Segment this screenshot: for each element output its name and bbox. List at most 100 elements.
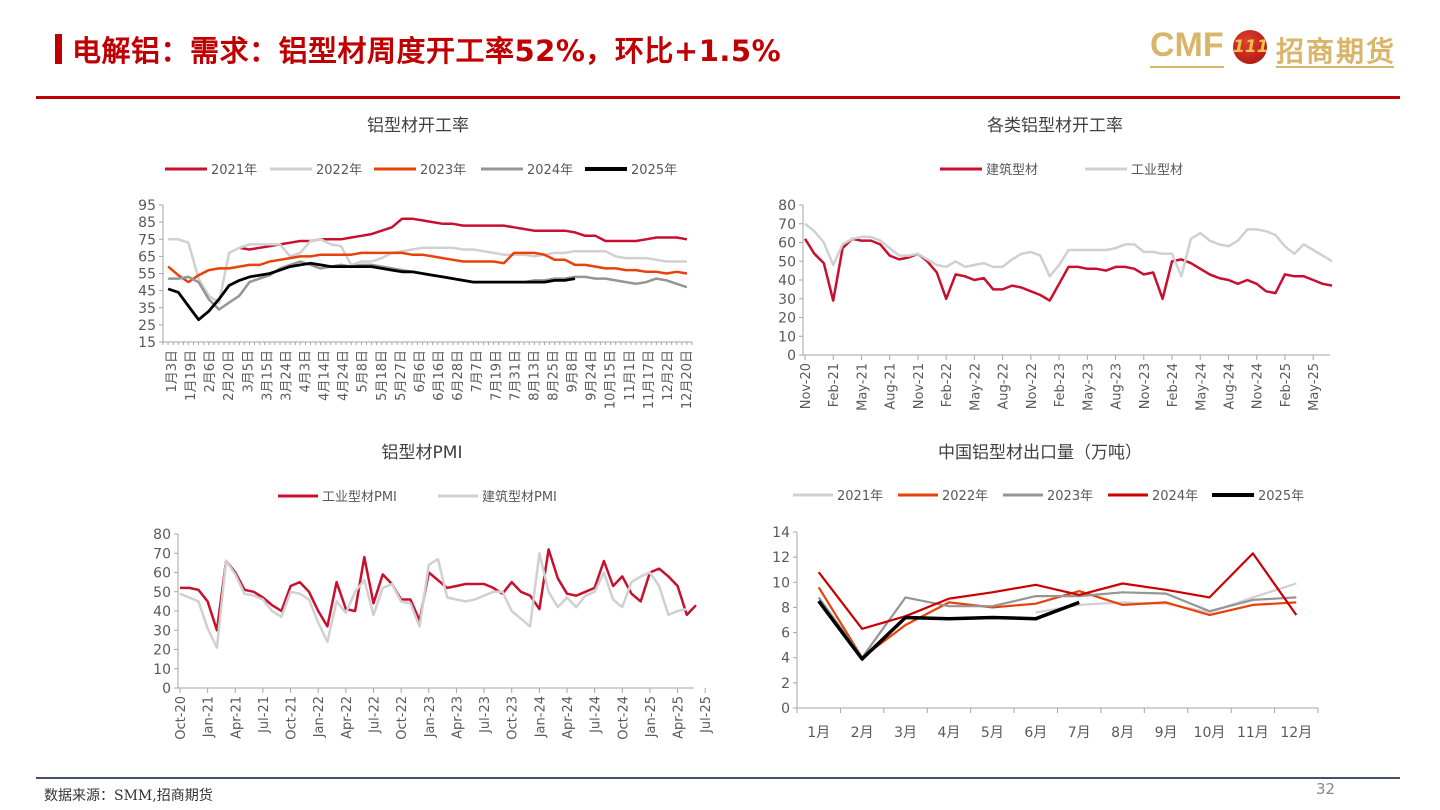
x-tick-label: Jul-22 [368,696,383,734]
legend-label: 2023年 [420,163,466,178]
x-tick-label: 3月 [894,725,917,741]
x-tick-label: 10月 [1194,725,1226,741]
x-tick-label: Nov-21 [912,363,927,409]
x-tick-label: 3月24日 [279,350,294,401]
y-tick-label: 0 [162,681,171,697]
x-tick-label: 2月20日 [222,350,237,401]
series-line-建筑型材PMI [179,552,688,649]
y-tick-label: 40 [778,273,796,289]
x-tick-label: Oct-20 [174,696,189,740]
x-tick-label: Aug-23 [1110,363,1125,410]
series-line-2022年 [168,238,687,304]
legend-label: 工业型材PMI [322,490,397,505]
legend-label: 2021年 [837,489,883,504]
legend-label: 2024年 [1152,489,1198,504]
header-divider [36,96,1400,99]
x-tick-label: May-21 [855,363,870,411]
x-tick-label: Aug-21 [884,363,899,410]
x-tick-label: 3月15日 [260,350,275,401]
y-tick-label: 12 [772,550,790,566]
chart-title: 中国铝型材出口量（万吨） [938,443,1142,463]
x-tick-label: Jan-21 [202,696,217,738]
x-tick-label: 8月 [1111,725,1134,741]
x-tick-label: May-25 [1307,363,1322,411]
x-tick-label: 1月19日 [184,350,199,401]
x-tick-label: May-23 [1081,363,1096,411]
x-tick-label: Jul-24 [589,696,604,734]
y-tick-label: 80 [778,198,796,214]
y-tick-label: 20 [778,311,796,327]
y-tick-label: 6 [781,626,790,642]
x-tick-label: 7月31日 [508,350,523,401]
y-tick-label: 70 [153,546,171,562]
x-tick-label: 6月6日 [413,350,428,393]
x-tick-label: 10月15日 [604,350,619,409]
y-tick-label: 95 [138,198,156,214]
x-tick-label: 5月27日 [394,350,409,401]
x-tick-label: Oct-21 [285,696,300,740]
x-tick-label: 1月3日 [165,350,180,393]
y-tick-label: 50 [153,585,171,601]
x-tick-label: Nov-20 [799,363,814,409]
x-tick-label: Jan-22 [312,696,327,738]
page-title: 电解铝：需求：铝型材周度开工率52%，环比+1.5% [72,34,782,68]
x-tick-label: Jul-21 [257,696,272,734]
series-line-2023年 [817,591,1297,659]
y-tick-label: 0 [787,348,796,364]
legend-label: 工业型材 [1131,163,1183,178]
x-tick-label: Feb-21 [827,363,842,407]
x-tick-label: Oct-23 [506,696,521,740]
legend-label: 建筑型材 [986,162,1038,178]
x-tick-label: 12月2日 [661,350,676,401]
legend-label: 2022年 [942,489,988,504]
series-line-2024年 [817,552,1298,630]
x-tick-label: 6月16日 [432,350,447,401]
x-tick-label: Apr-21 [229,696,244,739]
x-tick-label: 7月7日 [470,350,485,393]
legend-label: 2024年 [527,163,573,178]
series-line-2022年 [817,586,1297,659]
series-line-工业型材PMI [180,548,697,632]
x-tick-label: 4月3日 [299,350,314,393]
y-tick-label: 15 [138,335,156,351]
y-tick-label: 2 [781,676,790,692]
chart-title: 铝型材PMI [382,443,463,463]
y-tick-label: 40 [153,604,171,620]
series-line-2025年 [167,261,576,322]
x-tick-label: Jul-25 [699,696,714,734]
y-tick-label: 30 [153,623,171,639]
x-tick-label: Nov-24 [1251,363,1266,409]
x-tick-label: Feb-22 [940,363,955,407]
legend-label: 2021年 [211,163,257,178]
x-tick-label: Jan-25 [644,696,659,738]
y-tick-label: 4 [781,651,790,667]
x-tick-label: 4月 [937,725,960,741]
x-tick-label: 9月8日 [566,350,581,393]
legend-label: 2022年 [316,163,362,178]
x-tick-label: Aug-22 [997,363,1012,410]
x-tick-label: 5月18日 [375,350,390,401]
x-tick-label: 8月25日 [546,350,561,401]
x-tick-label: May-22 [968,363,983,411]
x-tick-label: Jan-24 [533,696,548,738]
y-tick-label: 30 [778,292,796,308]
legend-label: 2025年 [1258,489,1304,504]
legend-label: 2023年 [1047,489,1093,504]
series-line-建筑型材 [803,237,1333,302]
y-tick-label: 10 [778,329,796,345]
legend-label: 建筑型材PMI [482,489,557,505]
x-tick-label: 4月24日 [337,350,352,401]
x-tick-label: Nov-22 [1025,363,1040,409]
data-source: 数据来源：SMM,招商期货 [44,788,213,804]
series-line-工业型材 [804,222,1333,278]
x-tick-label: Apr-22 [340,696,355,739]
cmf-logo: CMF 111 招商期货 [1150,26,1397,68]
chart-title: 各类铝型材开工率 [987,116,1123,136]
x-tick-label: Oct-22 [395,696,410,740]
y-tick-label: 8 [781,600,790,616]
x-tick-label: Apr-23 [450,696,465,739]
x-tick-label: 12月 [1280,725,1312,741]
y-tick-label: 50 [778,254,796,270]
y-tick-label: 14 [772,525,790,541]
